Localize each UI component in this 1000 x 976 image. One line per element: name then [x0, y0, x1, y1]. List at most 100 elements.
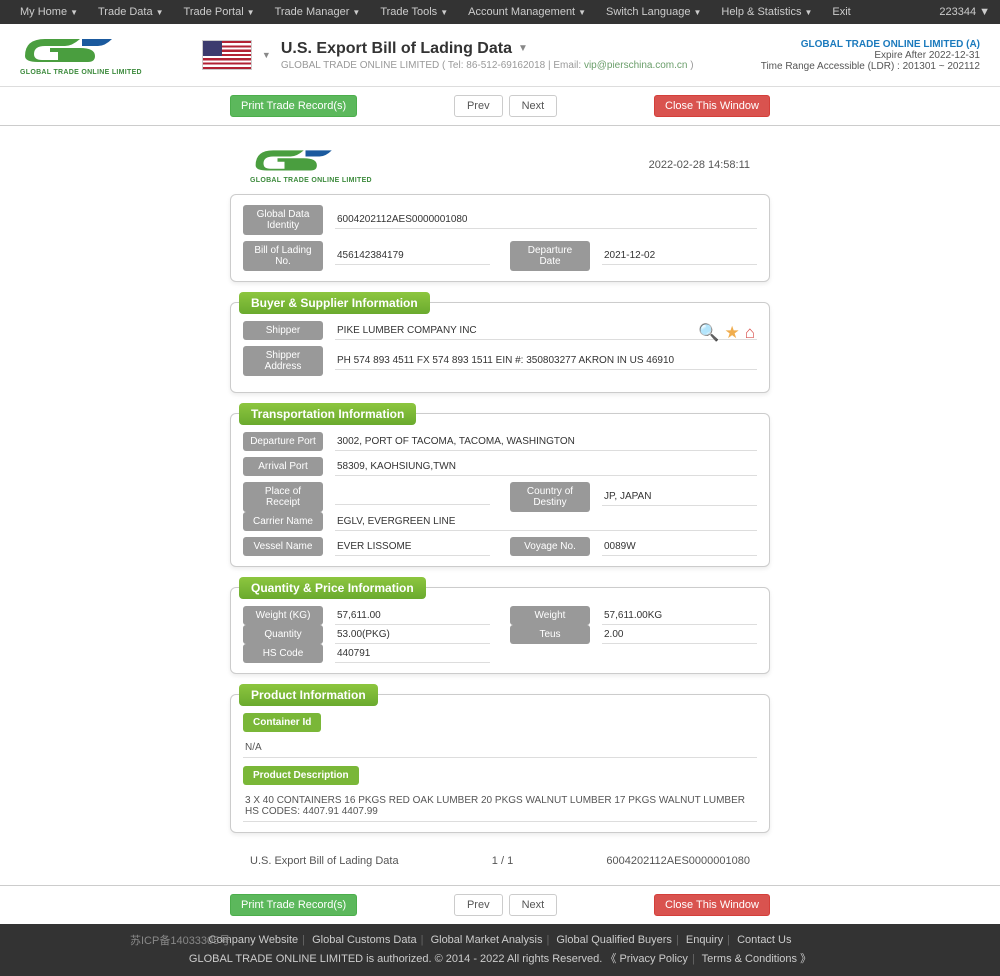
bol-label: Bill of Lading No.	[243, 241, 323, 271]
container-label: Container Id	[243, 713, 321, 732]
header-title-block: U.S. Export Bill of Lading Data ▼ GLOBAL…	[281, 40, 761, 71]
footer-link-customs[interactable]: Global Customs Data	[312, 934, 417, 946]
privacy-link[interactable]: Privacy Policy	[619, 953, 687, 965]
action-bar-bottom: Print Trade Record(s) Prev Next Close Th…	[0, 885, 1000, 924]
quantity-panel: Quantity & Price Information Weight (KG)…	[230, 587, 770, 674]
container-value: N/A	[243, 738, 757, 758]
header-account-info: GLOBAL TRADE ONLINE LIMITED (A) Expire A…	[761, 39, 980, 72]
voyage-label: Voyage No.	[510, 537, 590, 556]
header-subtitle: GLOBAL TRADE ONLINE LIMITED ( Tel: 86-51…	[281, 60, 761, 71]
weight-value: 57,611.00KG	[602, 607, 757, 625]
flag-caret-icon[interactable]: ▼	[262, 50, 271, 60]
next-button[interactable]: Next	[509, 95, 558, 117]
footer-center: 1 / 1	[492, 855, 513, 867]
desc-value: 3 X 40 CONTAINERS 16 PKGS RED OAK LUMBER…	[243, 791, 757, 822]
transport-panel: Transportation Information Departure Por…	[230, 413, 770, 567]
terms-link[interactable]: Terms & Conditions	[702, 953, 797, 965]
site-footer: 苏ICP备14033305号 Company Website| Global C…	[0, 924, 1000, 976]
header-email-link[interactable]: vip@pierschina.com.cn	[584, 60, 688, 71]
buyer-supplier-title: Buyer & Supplier Information	[239, 292, 430, 314]
place-receipt-value	[335, 489, 490, 505]
site-logo[interactable]: GLOBAL TRADE ONLINE LIMITED	[20, 34, 142, 76]
print-button-bottom[interactable]: Print Trade Record(s)	[230, 894, 357, 916]
time-range: Time Range Accessible (LDR) : 201301 ~ 2…	[761, 61, 980, 72]
hs-value: 440791	[335, 645, 490, 663]
home-icon[interactable]: ⌂	[745, 323, 755, 343]
close-button-bottom[interactable]: Close This Window	[654, 894, 770, 916]
voyage-value: 0089W	[602, 538, 757, 556]
expire-date: Expire After 2022-12-31	[761, 50, 980, 61]
menu-help-stats[interactable]: Help & Statistics▼	[711, 6, 822, 18]
product-panel: Product Information Container Id N/A Pro…	[230, 694, 770, 833]
country-dest-value: JP, JAPAN	[602, 488, 757, 506]
gdi-label: Global Data Identity	[243, 205, 323, 235]
menu-my-home[interactable]: My Home▼	[10, 6, 88, 18]
page-header: GLOBAL TRADE ONLINE LIMITED ▼ U.S. Expor…	[0, 24, 1000, 87]
place-receipt-label: Place of Receipt	[243, 482, 323, 512]
teus-value: 2.00	[602, 626, 757, 644]
shipper-value: PIKE LUMBER COMPANY INC	[335, 322, 757, 340]
qty-label: Quantity	[243, 625, 323, 644]
qty-value: 53.00(PKG)	[335, 626, 490, 644]
weight-kg-value: 57,611.00	[335, 607, 490, 625]
transport-title: Transportation Information	[239, 403, 416, 425]
prev-button-bottom[interactable]: Prev	[454, 894, 503, 916]
gdi-value: 6004202112AES0000001080	[335, 211, 757, 229]
footer-link-enquiry[interactable]: Enquiry	[686, 934, 723, 946]
report-logo: GLOBAL TRADE ONLINE LIMITED	[250, 146, 372, 184]
footer-link-buyers[interactable]: Global Qualified Buyers	[556, 934, 672, 946]
bol-value: 456142384179	[335, 247, 490, 265]
teus-label: Teus	[510, 625, 590, 644]
menu-trade-manager[interactable]: Trade Manager▼	[265, 6, 371, 18]
vessel-value: EVER LISSOME	[335, 538, 490, 556]
page-title: U.S. Export Bill of Lading Data ▼	[281, 40, 761, 58]
desc-label: Product Description	[243, 766, 359, 785]
footer-links: Company Website| Global Customs Data| Gl…	[120, 932, 880, 948]
report-header: GLOBAL TRADE ONLINE LIMITED 2022-02-28 1…	[230, 136, 770, 194]
topbar-menu: My Home▼ Trade Data▼ Trade Portal▼ Trade…	[10, 6, 861, 18]
footer-copyright: GLOBAL TRADE ONLINE LIMITED is authorize…	[120, 948, 880, 968]
close-button[interactable]: Close This Window	[654, 95, 770, 117]
identity-panel: Global Data Identity 6004202112AES000000…	[230, 194, 770, 282]
carrier-value: EGLV, EVERGREEN LINE	[335, 513, 757, 531]
prev-button[interactable]: Prev	[454, 95, 503, 117]
weight-label: Weight	[510, 606, 590, 625]
country-flag-icon[interactable]	[202, 40, 252, 70]
footer-link-contact[interactable]: Contact Us	[737, 934, 791, 946]
logo-icon	[20, 34, 120, 66]
menu-account-mgmt[interactable]: Account Management▼	[458, 6, 596, 18]
top-navbar: My Home▼ Trade Data▼ Trade Portal▼ Trade…	[0, 0, 1000, 24]
title-caret-icon[interactable]: ▼	[518, 43, 528, 54]
buyer-supplier-panel: Buyer & Supplier Information 🔍 ★ ⌂ Shipp…	[230, 302, 770, 393]
menu-trade-tools[interactable]: Trade Tools▼	[370, 6, 458, 18]
shipper-addr-label: Shipper Address	[243, 346, 323, 376]
report-footer: U.S. Export Bill of Lading Data 1 / 1 60…	[230, 847, 770, 875]
product-title: Product Information	[239, 684, 378, 706]
shipper-label: Shipper	[243, 321, 323, 340]
dep-port-value: 3002, PORT OF TACOMA, TACOMA, WASHINGTON	[335, 433, 757, 451]
print-button[interactable]: Print Trade Record(s)	[230, 95, 357, 117]
account-name: GLOBAL TRADE ONLINE LIMITED (A)	[761, 39, 980, 50]
arr-port-label: Arrival Port	[243, 457, 323, 476]
search-icon[interactable]: 🔍	[698, 323, 719, 343]
dep-port-label: Departure Port	[243, 432, 323, 451]
footer-left: U.S. Export Bill of Lading Data	[250, 855, 399, 867]
menu-switch-lang[interactable]: Switch Language▼	[596, 6, 711, 18]
footer-link-market[interactable]: Global Market Analysis	[431, 934, 543, 946]
action-bar-top: Print Trade Record(s) Prev Next Close Th…	[0, 87, 1000, 126]
icp-text: 苏ICP备14033305号	[130, 932, 230, 948]
dep-date-value: 2021-12-02	[602, 247, 757, 265]
quantity-title: Quantity & Price Information	[239, 577, 426, 599]
carrier-label: Carrier Name	[243, 512, 323, 531]
menu-trade-portal[interactable]: Trade Portal▼	[174, 6, 265, 18]
country-dest-label: Country of Destiny	[510, 482, 590, 512]
account-id[interactable]: 223344▼	[939, 6, 990, 18]
dep-date-label: Departure Date	[510, 241, 590, 271]
star-icon[interactable]: ★	[724, 323, 739, 343]
menu-trade-data[interactable]: Trade Data▼	[88, 6, 174, 18]
arr-port-value: 58309, KAOHSIUNG,TWN	[335, 458, 757, 476]
weight-kg-label: Weight (KG)	[243, 606, 323, 625]
next-button-bottom[interactable]: Next	[509, 894, 558, 916]
menu-exit[interactable]: Exit	[822, 6, 860, 18]
logo-text: GLOBAL TRADE ONLINE LIMITED	[20, 69, 142, 76]
